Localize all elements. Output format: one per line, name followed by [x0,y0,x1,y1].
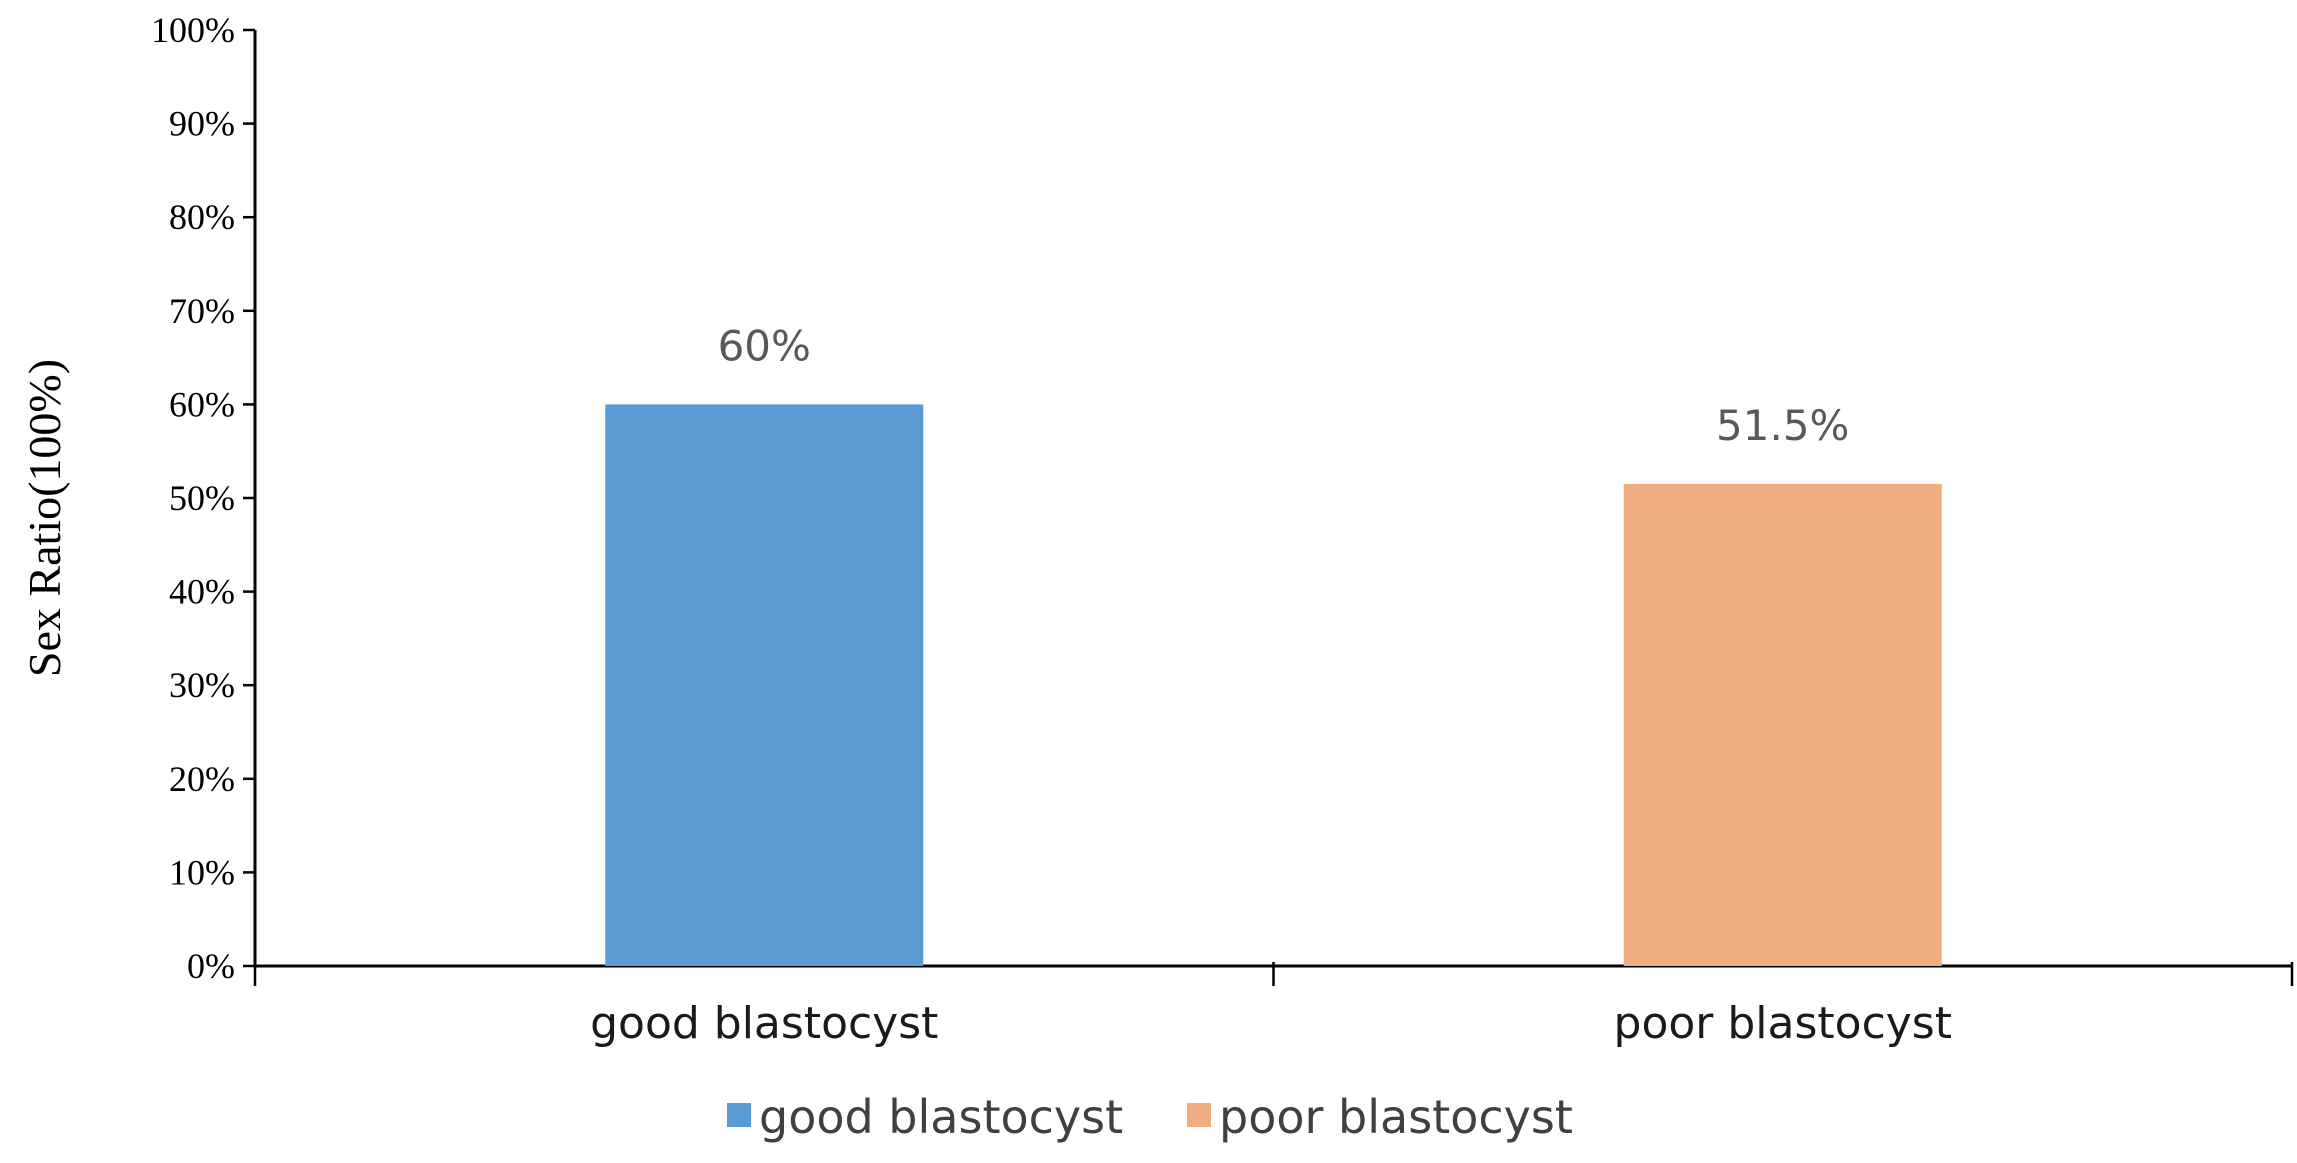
bar-data-label: 60% [718,321,811,370]
y-axis-title: Sex Ratio(100%) [19,359,70,677]
legend: good blastocyst poor blastocyst [727,1090,1573,1144]
legend-swatch [1187,1103,1211,1127]
bars: 60% 51.5% [605,321,1942,966]
y-tick-label: 10% [169,852,235,892]
y-tick-label: 40% [169,572,235,612]
legend-label: good blastocyst [759,1090,1123,1144]
y-tick-label: 100% [151,10,235,50]
y-tick-label: 70% [169,291,235,331]
x-axis: good blastocyst poor blastocyst [253,962,2294,1049]
y-tick-label: 0% [187,946,235,986]
y-tick-label: 20% [169,759,235,799]
y-tick-label: 90% [169,104,235,144]
legend-swatch [727,1103,751,1127]
bar-data-label: 51.5% [1716,401,1849,450]
y-tick-label: 30% [169,665,235,705]
y-axis: 0% 10% 20% 30% 40% 50% 60% 70% 80% 90% 100% Sex Rat… [19,10,257,986]
y-tick-label: 80% [169,197,235,237]
y-tick-label: 50% [169,478,235,518]
legend-label: poor blastocyst [1219,1090,1573,1144]
bar [605,404,924,966]
y-tick-label: 60% [169,384,235,424]
bar [1623,483,1942,966]
x-category-label: good blastocyst [590,998,938,1049]
x-category-label: poor blastocyst [1614,998,1952,1049]
